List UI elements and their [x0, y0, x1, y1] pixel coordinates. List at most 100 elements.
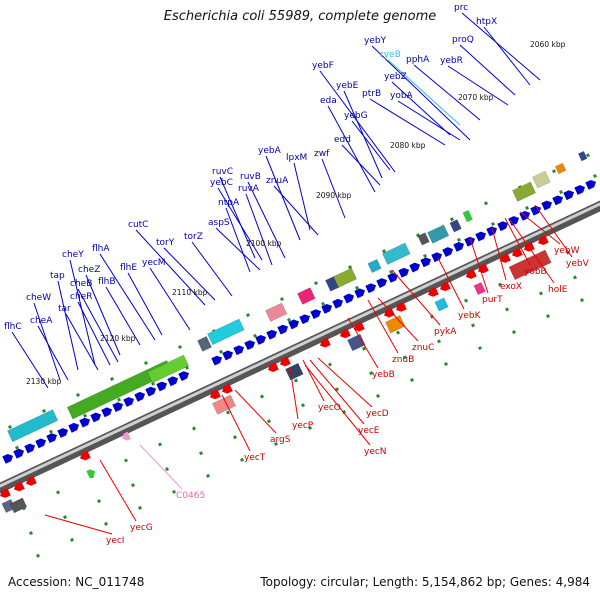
track-tick — [321, 301, 325, 306]
gene-arrow-forward — [409, 262, 421, 273]
kbp-label: 2080 kbp — [390, 141, 426, 150]
gene-arrow-reverse — [538, 235, 549, 246]
track-tick — [35, 553, 40, 558]
gene-arrow-forward — [508, 216, 520, 226]
track-tick — [225, 410, 230, 415]
gene-arrow-forward — [442, 247, 454, 257]
track-tick — [403, 355, 407, 360]
gene-leader-line — [85, 274, 121, 356]
gene-arrow-forward — [453, 241, 465, 252]
gene-label-znuA: znuA — [266, 176, 289, 186]
track-tick — [463, 298, 468, 303]
gene-label-holE: holE — [548, 285, 568, 295]
gene-leader-line — [273, 185, 319, 236]
track-tick — [294, 378, 298, 383]
gene-arrow-reverse — [354, 321, 365, 332]
track-tick — [192, 426, 196, 431]
track-tick — [423, 253, 427, 258]
track-tick — [144, 361, 148, 366]
gene-leader-line — [11, 331, 49, 389]
gene-leader-line — [391, 269, 441, 326]
gene-leader-line — [483, 26, 531, 86]
gene-leader-line — [215, 227, 261, 271]
gene-arrow-reverse — [500, 253, 511, 263]
gene-block-reverse — [385, 315, 406, 334]
gene-label-flhE: flhE — [120, 263, 137, 273]
gene-arrow-forward — [79, 417, 91, 428]
gene-leader-line — [317, 357, 373, 408]
gene-arrow-pseudo — [121, 431, 131, 441]
gene-label-flhC: flhC — [4, 322, 22, 332]
gene-leader-line — [105, 286, 141, 346]
gene-arrow-reverse — [439, 281, 451, 292]
track-tick — [512, 330, 516, 335]
gene-label-pykA: pykA — [434, 327, 457, 337]
gene-block-forward — [577, 150, 588, 162]
track-tick — [219, 349, 223, 354]
track-tick — [396, 330, 400, 335]
track-tick — [137, 505, 142, 510]
gene-arrow-forward — [299, 314, 311, 325]
gene-label-yebG: yebG — [344, 111, 368, 121]
gene-arrow-forward — [530, 205, 542, 216]
gene-leader-line — [191, 241, 233, 297]
gene-arrow-forward — [101, 407, 113, 418]
track-tick — [456, 237, 461, 242]
gene-leader-line — [504, 217, 531, 266]
gene-arrow-forward — [563, 190, 575, 201]
kbp-label: 2120 kbp — [100, 334, 136, 343]
gene-label-ptrB: ptrB — [362, 89, 381, 99]
kbp-label: 2060 kbp — [530, 40, 566, 49]
track-tick — [552, 169, 556, 174]
track-tick — [172, 489, 176, 494]
track-tick — [362, 346, 366, 351]
gene-leader-line — [341, 144, 381, 186]
gene-leader-line — [327, 105, 376, 193]
gene-leader-line — [221, 394, 251, 452]
gene-leader-line — [351, 120, 391, 171]
gene-leader-line — [234, 389, 277, 434]
gene-arrow-forward — [156, 381, 168, 392]
gene-leader-line — [139, 444, 183, 490]
gene-leader-line — [65, 313, 99, 371]
gene-leader-line — [57, 280, 79, 371]
gene-block-forward — [417, 232, 430, 246]
gene-arrow-forward — [398, 267, 410, 278]
gene-label-yebC: yebC — [210, 178, 233, 188]
gene-label-yebV: yebV — [566, 259, 590, 269]
gene-label-ruvB: ruvB — [240, 172, 261, 182]
track-tick — [539, 291, 543, 296]
gene-label-yobA: yobA — [390, 91, 414, 101]
gene-arrow-forward — [123, 397, 135, 407]
gene-arrow-forward — [475, 231, 487, 242]
gene-arrow-forward — [420, 257, 432, 268]
gene-arrow-forward — [376, 278, 388, 288]
track-tick — [504, 307, 509, 312]
gene-arrow-reverse — [395, 302, 407, 312]
gene-label-cheB: cheB — [70, 279, 92, 289]
gene-arrow-forward — [112, 402, 124, 413]
track-tick — [70, 537, 74, 542]
gene-arrow-forward — [211, 355, 223, 366]
gene-arrow-forward — [68, 422, 80, 433]
track-tick — [444, 362, 448, 367]
gene-arrow-forward — [46, 433, 58, 444]
gene-label-proQ: proQ — [452, 35, 474, 45]
kbp-label: 2110 kbp — [172, 288, 208, 297]
gene-arrow-forward — [574, 185, 586, 195]
gene-label-cheY: cheY — [62, 250, 84, 260]
gene-label-yecT: yecT — [244, 453, 266, 463]
track-tick — [104, 521, 108, 526]
track-tick — [559, 189, 563, 194]
gene-leader-line — [293, 162, 311, 231]
gene-arrow-reverse — [210, 389, 221, 400]
gene-block-forward — [207, 318, 245, 346]
gene-label-edd: edd — [334, 135, 351, 145]
track-tick — [206, 473, 210, 478]
gene-leader-line — [387, 59, 461, 126]
gene-label-purT: purT — [482, 295, 503, 305]
track-tick — [233, 435, 237, 440]
track-tick — [478, 346, 482, 351]
track-tick — [117, 397, 121, 402]
